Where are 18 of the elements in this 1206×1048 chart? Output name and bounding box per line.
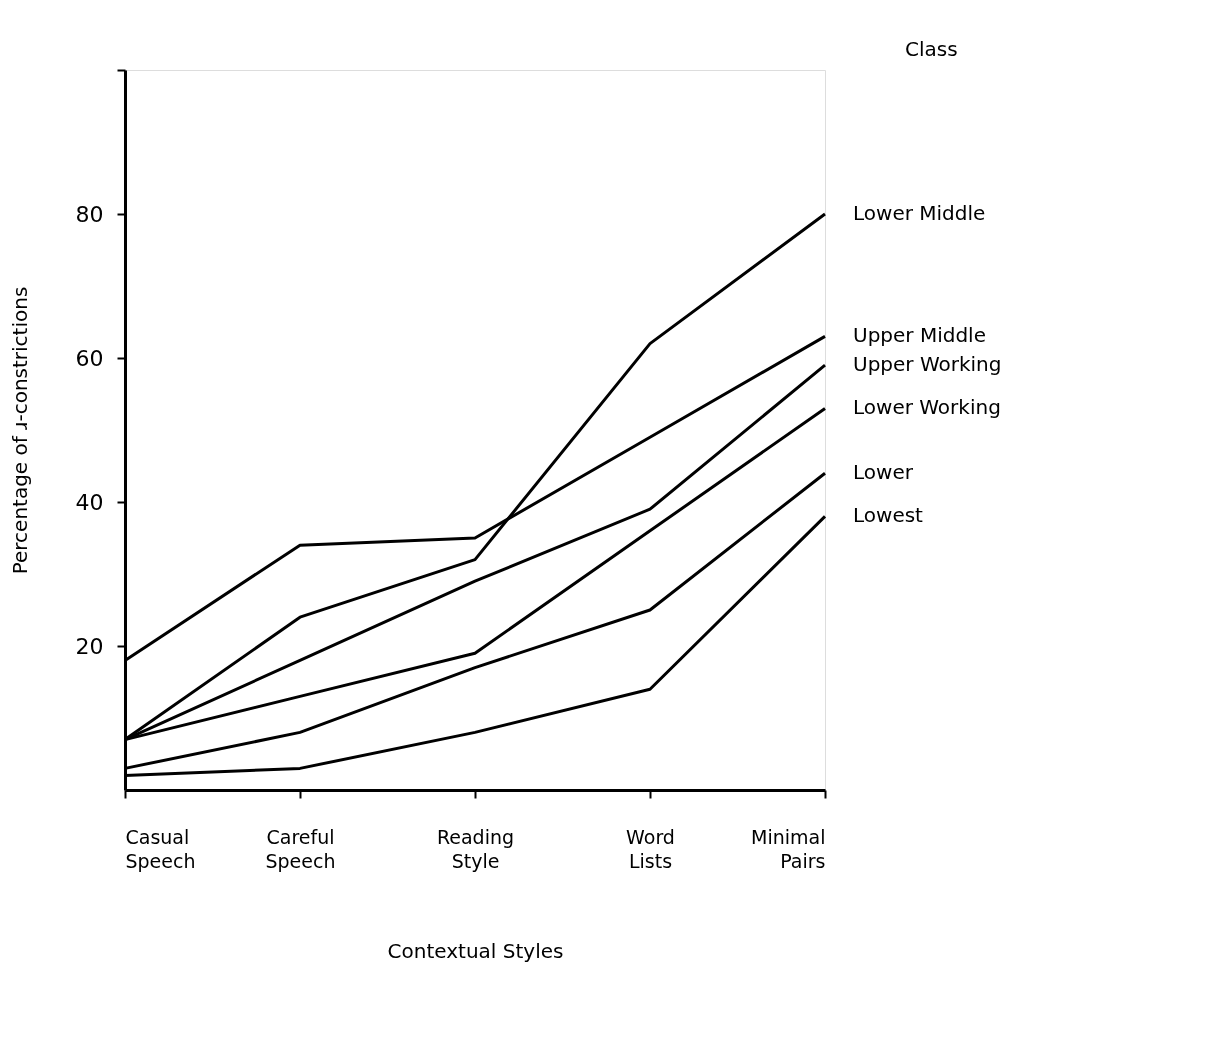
series-label: Upper Middle — [853, 323, 986, 348]
x-tick-label: Minimal Pairs — [751, 825, 826, 872]
x-tick-label: Word Lists — [626, 825, 675, 872]
y-axis-title: Percentage of ɹ-constrictions — [7, 286, 32, 575]
series-label: Lower — [853, 460, 914, 485]
series-label: Upper Working — [853, 352, 1002, 377]
legend-title: Class — [905, 37, 958, 61]
x-tick-label: Casual Speech — [125, 825, 196, 872]
x-tick-label: Careful Speech — [265, 825, 336, 872]
series-label: Lower Working — [853, 395, 1001, 420]
series-label: Lowest — [853, 503, 924, 528]
y-tick-label: 60 — [75, 345, 104, 371]
y-tick-label: 80 — [75, 201, 104, 227]
y-tick-label: 20 — [75, 633, 104, 659]
y-tick-label: 40 — [75, 489, 104, 515]
x-tick-label: Reading Style — [436, 825, 515, 872]
x-axis-title: Contextual Styles — [387, 938, 564, 963]
series-label: Lower Middle — [853, 201, 986, 225]
